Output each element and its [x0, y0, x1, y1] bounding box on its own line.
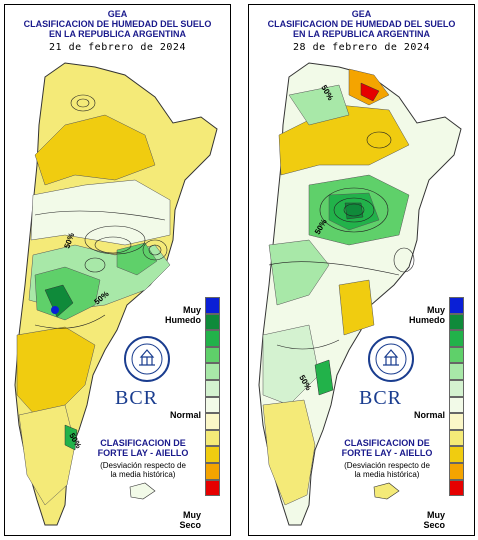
map-header-line1: GEA — [351, 9, 372, 19]
legend-swatch — [205, 462, 220, 480]
legend-swatch — [205, 479, 220, 497]
map-header-line3: EN LA REPUBLICA ARGENTINA — [49, 29, 186, 39]
bcr-logo-text: BCR — [115, 387, 159, 409]
legend-swatch — [449, 363, 464, 380]
legend-swatch — [449, 297, 464, 314]
legend-swatch — [449, 413, 464, 430]
legend-swatches — [449, 297, 465, 497]
bcr-seal-logo — [124, 336, 170, 382]
classification-subtitle: (Desviación respecto de la media históri… — [344, 461, 430, 479]
legend-swatch — [449, 396, 464, 414]
argentina-map-right: 50% 50% 50% — [258, 62, 462, 526]
legend-label-very-wet: Muy Humedo — [165, 305, 201, 325]
legend-swatch — [205, 396, 220, 414]
legend-label-normal: Normal — [413, 410, 445, 420]
argentina-map-left: 50% 50% 50% — [14, 62, 218, 526]
legend-label-very-dry: Muy Seco — [423, 510, 445, 530]
legend-label-normal: Normal — [169, 410, 201, 420]
classification-title: CLASIFICACION DE FORTE LAY - AIELLO — [97, 438, 189, 458]
legend-swatch — [205, 313, 220, 331]
legend-swatch — [205, 330, 220, 347]
legend-label-very-wet: Muy Humedo — [409, 305, 445, 325]
map-date: 21 de febrero de 2024 — [49, 42, 186, 53]
classification-title: CLASIFICACION DE FORTE LAY - AIELLO — [341, 438, 433, 458]
map-panel-left: 50% 50% 50% GEA CLASIFICACION DE HUMEDAD… — [4, 4, 231, 536]
map-date: 28 de febrero de 2024 — [293, 42, 430, 53]
legend-swatch — [205, 379, 220, 397]
legend-swatch — [449, 446, 464, 463]
legend-swatch — [205, 429, 220, 447]
legend-swatch — [205, 363, 220, 380]
legend-swatch — [449, 479, 464, 497]
legend-swatch — [205, 413, 220, 430]
legend-swatch — [205, 446, 220, 463]
legend-swatch — [449, 462, 464, 480]
legend-swatch — [449, 429, 464, 447]
legend-swatch — [449, 330, 464, 347]
legend-swatches — [205, 297, 221, 497]
legend-swatch — [205, 297, 220, 314]
bcr-seal-logo — [368, 336, 414, 382]
map-header-line2: CLASIFICACION DE HUMEDAD DEL SUELO — [23, 19, 212, 29]
legend-swatch — [449, 313, 464, 331]
legend-swatch — [205, 346, 220, 364]
map-panel-right: 50% 50% 50% GEA CLASIFICACION DE HUMEDAD… — [248, 4, 475, 536]
classification-subtitle: (Desviación respecto de la media históri… — [100, 461, 186, 479]
map-header-line3: EN LA REPUBLICA ARGENTINA — [293, 29, 430, 39]
legend-label-very-dry: Muy Seco — [179, 510, 201, 530]
map-header-line1: GEA — [107, 9, 128, 19]
map-header-line2: CLASIFICACION DE HUMEDAD DEL SUELO — [267, 19, 456, 29]
bcr-logo-text: BCR — [359, 387, 403, 409]
legend-swatch — [449, 346, 464, 364]
legend-swatch — [449, 379, 464, 397]
